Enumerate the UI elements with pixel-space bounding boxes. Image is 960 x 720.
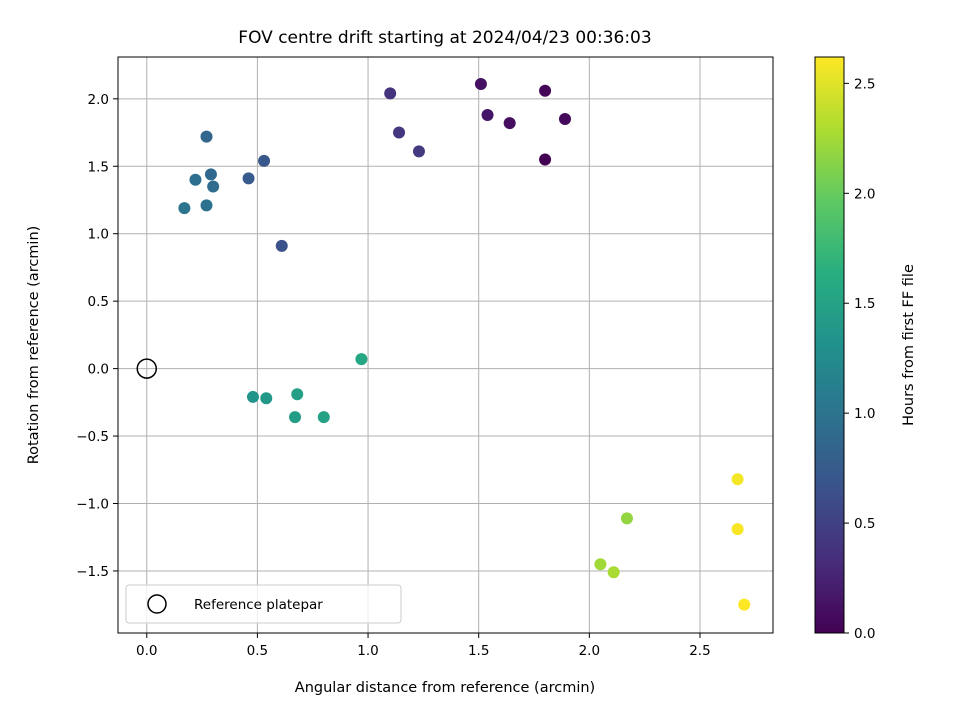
x-tick-label: 0.5 <box>247 643 268 659</box>
y-tick-label: 2.0 <box>88 92 109 108</box>
data-point <box>412 145 425 158</box>
data-point <box>242 172 255 185</box>
x-axis-ticks: 0.0 0.5 1.0 1.5 2.0 2.5 <box>136 633 711 659</box>
data-point <box>178 202 191 215</box>
data-point <box>260 392 273 405</box>
colorbar-tick-label: 1.5 <box>854 296 875 312</box>
data-point <box>200 130 213 143</box>
data-point <box>620 512 633 525</box>
y-tick-label: −0.5 <box>76 429 109 445</box>
data-point <box>384 87 397 100</box>
data-point <box>474 77 487 90</box>
y-tick-label: −1.5 <box>76 564 109 580</box>
reference-marker-layer <box>136 358 158 379</box>
data-point <box>275 239 288 252</box>
colorbar: 0.0 0.5 1.0 1.5 2.0 2.5 Hours from first FF f… <box>814 56 917 642</box>
legend-reference-marker <box>147 594 167 614</box>
legend-entry-label: Reference platepar <box>194 597 323 613</box>
x-axis-title: Angular distance from reference (arcmin) <box>295 680 595 696</box>
reference-platepar-marker <box>136 358 158 379</box>
data-point <box>607 566 620 579</box>
y-tick-label: −1.0 <box>76 497 109 513</box>
data-point <box>204 168 217 181</box>
data-point <box>738 598 751 611</box>
data-point <box>539 153 552 166</box>
data-point <box>558 113 571 126</box>
y-tick-label: 0.5 <box>88 294 109 310</box>
data-point <box>731 523 744 536</box>
x-tick-label: 2.0 <box>579 643 600 659</box>
colorbar-tick-label: 2.5 <box>854 76 875 92</box>
x-tick-label: 2.5 <box>689 643 710 659</box>
x-tick-label: 1.0 <box>357 643 378 659</box>
data-point <box>189 173 202 186</box>
colorbar-tick-label: 0.5 <box>854 516 875 532</box>
data-point <box>289 411 302 424</box>
data-point <box>393 126 406 139</box>
y-axis-ticks: −1.5 −1.0 −0.5 0.0 0.5 1.0 1.5 2.0 <box>76 92 118 580</box>
plot-frame <box>117 56 774 634</box>
y-axis-title: Rotation from reference (arcmin) <box>26 226 42 465</box>
y-tick-label: 1.0 <box>88 227 109 243</box>
data-points <box>178 77 751 611</box>
data-point <box>539 84 552 97</box>
data-point <box>207 180 220 193</box>
colorbar-tick-label: 0.0 <box>854 626 875 642</box>
grid-lines <box>118 57 773 633</box>
data-point <box>291 388 304 401</box>
legend: Reference platepar <box>125 584 402 624</box>
chart-title: FOV centre drift starting at 2024/04/23 … <box>238 28 651 48</box>
data-point <box>258 154 271 167</box>
colorbar-tick-label: 2.0 <box>854 186 875 202</box>
y-tick-label: 1.5 <box>88 159 109 175</box>
data-point <box>481 109 494 122</box>
data-point <box>731 473 744 486</box>
data-point <box>246 390 259 403</box>
x-tick-label: 0.0 <box>136 643 157 659</box>
data-point <box>317 411 330 424</box>
colorbar-gradient <box>814 56 845 634</box>
data-point <box>200 199 213 212</box>
x-tick-label: 1.5 <box>468 643 489 659</box>
y-tick-label: 0.0 <box>88 362 109 378</box>
colorbar-label: Hours from first FF file <box>901 264 917 426</box>
data-point <box>503 117 516 130</box>
legend-box <box>125 584 402 624</box>
colorbar-ticks: 0.0 0.5 1.0 1.5 2.0 2.5 <box>844 76 875 642</box>
data-point <box>355 353 368 366</box>
colorbar-tick-label: 1.0 <box>854 406 875 422</box>
data-point <box>594 558 607 571</box>
